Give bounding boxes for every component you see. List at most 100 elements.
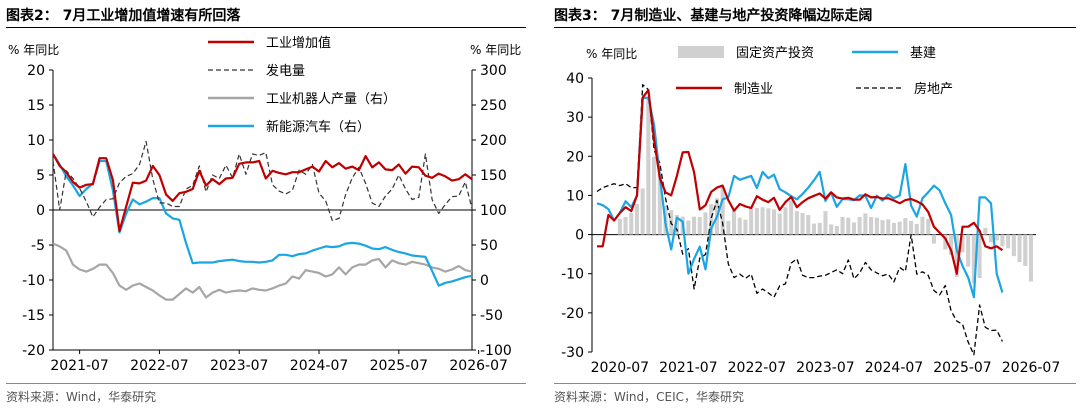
bar	[846, 217, 851, 235]
x-tick-label: 2022-07	[728, 360, 787, 376]
x-tick-label: 2020-07	[591, 360, 650, 376]
bar	[914, 224, 919, 235]
bar	[794, 211, 799, 235]
bar	[617, 218, 622, 235]
bar	[891, 222, 896, 235]
bar	[743, 219, 748, 235]
bar	[977, 234, 982, 278]
bar	[1011, 234, 1016, 257]
y-tick-label: -20	[561, 306, 584, 322]
y-tick-label-left: 0	[36, 203, 45, 219]
legend-label: 基建	[910, 46, 936, 61]
bar	[760, 207, 765, 235]
bar	[806, 215, 811, 235]
x-tick-label: 2026-07	[449, 358, 508, 374]
bar	[783, 207, 788, 235]
series-line-2	[596, 96, 1004, 299]
bar	[629, 212, 634, 235]
bar	[720, 186, 725, 235]
bar	[989, 234, 994, 243]
bar	[634, 204, 639, 235]
y-unit: % 年同比	[586, 47, 637, 61]
bar	[874, 217, 879, 235]
series-line-2	[52, 140, 473, 222]
y-tick-label: 30	[566, 110, 584, 126]
y-tick-label-right: 200	[480, 133, 507, 149]
bar	[966, 234, 971, 267]
bar	[971, 234, 976, 284]
x-tick-label: 2026-07	[1002, 360, 1061, 376]
bar	[857, 217, 862, 235]
bar	[811, 223, 816, 235]
y-tick-label-left: -10	[22, 273, 45, 289]
legend-label: 工业机器人产量（右）	[266, 92, 396, 107]
x-tick-label: 2024-07	[290, 358, 349, 374]
bar	[800, 213, 805, 235]
chart-right-svg: % 年同比 -30 -20 -10 0 10 20 30 40 2020-07 2021-07 202…	[561, 45, 1061, 376]
bar	[994, 234, 999, 241]
bar	[880, 220, 885, 235]
source-note: 资料来源：Wind，CEIC，华泰研究	[554, 390, 745, 404]
y-tick-label: 40	[566, 71, 584, 87]
bar	[703, 212, 708, 235]
bar	[840, 217, 845, 235]
source-rule	[6, 383, 526, 384]
bar	[960, 234, 965, 253]
chart-left-svg: % 年同比% 年同比-20-15-10-505101520-100-500501…	[8, 35, 521, 374]
bar	[766, 208, 771, 235]
y-tick-label-right: 100	[480, 203, 507, 219]
legend-label: 固定资产投资	[736, 45, 814, 61]
bar	[1000, 234, 1005, 247]
y-tick-label-right: -50	[480, 308, 503, 324]
bar	[623, 217, 628, 235]
legend-label: 发电量	[266, 63, 305, 79]
x-tick-label: 2021-07	[659, 360, 718, 376]
chart-title: 图表2： 7月工业增加值增速有所回落	[6, 8, 241, 24]
bar	[1028, 234, 1033, 282]
bar	[834, 226, 839, 235]
y-tick-label-right: 150	[480, 168, 507, 184]
series-line-1	[52, 153, 473, 233]
y-tick-label-left: 20	[27, 63, 45, 79]
bar	[949, 234, 954, 255]
bar	[777, 213, 782, 235]
legend-label: 工业增加值	[266, 35, 331, 51]
y-tick-label-right: 0	[480, 273, 489, 289]
bar	[920, 216, 925, 235]
y-tick-label-left: -20	[22, 343, 45, 359]
legend-label: 房地产	[914, 81, 953, 97]
bar	[652, 156, 657, 235]
bar	[983, 227, 988, 235]
bar	[903, 218, 908, 235]
bar	[1017, 234, 1022, 262]
y-tick-label-right: -100	[480, 343, 512, 359]
bar	[789, 200, 794, 235]
bar	[909, 220, 914, 235]
x-tick-label: 2023-07	[210, 358, 269, 374]
panel-industrial-value-added: 图表2： 7月工业增加值增速有所回落 % 年同比 % 年同比 -20 -15 -10 -5…	[0, 0, 530, 413]
bar	[926, 218, 931, 235]
bar	[737, 217, 742, 235]
y-tick-label-left: -5	[31, 238, 45, 254]
bar	[726, 220, 731, 235]
y-tick-label: 0	[575, 228, 584, 244]
y-tick-label-left: 15	[27, 98, 45, 114]
x-tick-label: 2025-07	[933, 360, 992, 376]
bar	[709, 204, 714, 235]
bar	[686, 220, 691, 235]
bar	[646, 97, 651, 235]
bar	[823, 211, 828, 235]
legend-label: 新能源汽车（右）	[266, 119, 370, 135]
y-tick-label: -30	[561, 345, 584, 361]
bar	[697, 217, 702, 235]
legend-label: 制造业	[734, 82, 773, 97]
series-line-3	[597, 88, 1004, 275]
bar	[772, 209, 777, 235]
chart-title: 图表3： 7月制造业、基建与地产投资降幅边际走阔	[554, 8, 873, 24]
bar	[943, 234, 948, 250]
bar	[954, 234, 959, 277]
y-unit-left: % 年同比	[8, 43, 59, 57]
bar	[754, 208, 759, 235]
bar	[674, 215, 679, 235]
source-rule	[554, 383, 1076, 384]
